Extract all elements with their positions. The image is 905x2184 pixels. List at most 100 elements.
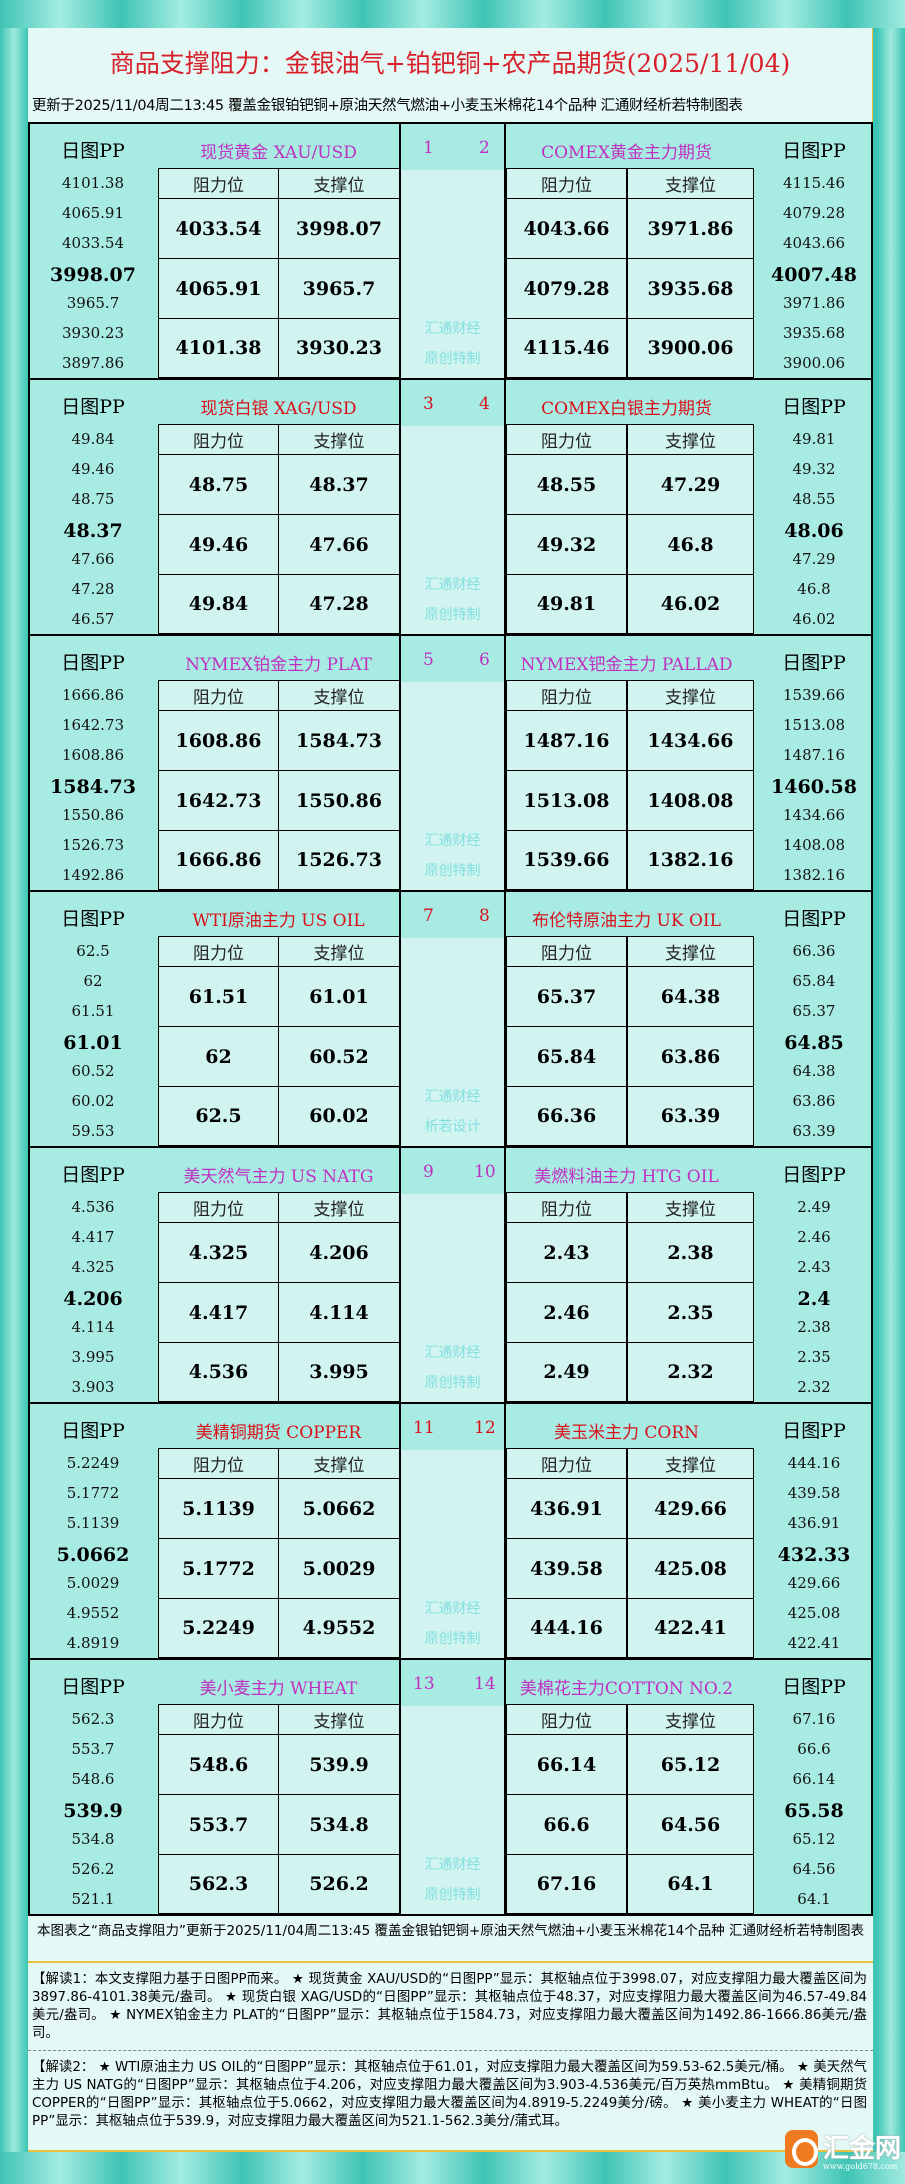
pp-level: 4.417 [71,1228,115,1246]
watermark-text: 汇通财经 [424,1089,481,1105]
pp-level: 3900.06 [782,354,846,372]
resistance-header: 阻力位 [158,168,279,199]
support-value: 46.02 [627,574,754,634]
support-value: 3971.86 [627,198,754,259]
commodity-name: 美棉花主力COTTON NO.2 [519,1679,734,1699]
middle-column: 7 8 汇通财经 析若设计 [399,892,506,1146]
resistance-header: 阻力位 [506,1704,627,1735]
pp-level: 3971.86 [782,294,846,312]
support-value: 534.8 [278,1794,400,1855]
support-header: 支撑位 [627,1704,754,1735]
pp-level: 1642.73 [61,716,125,734]
support-value: 63.86 [627,1026,754,1087]
watermark-text: 汇通财经 [424,321,481,337]
middle-column: 9 10 汇通财经 原创特制 [399,1148,506,1402]
support-value: 47.28 [278,574,400,634]
support-value: 539.9 [278,1734,400,1795]
resistance-value: 66.36 [506,1086,627,1146]
resistance-value: 5.2249 [158,1598,279,1658]
item-number: 1 [423,138,434,158]
pp-level: 1487.16 [782,746,846,764]
resistance-value: 439.58 [506,1538,627,1599]
pp-header: 日图PP [782,652,846,674]
pp-level: 1434.66 [782,806,846,824]
resistance-value: 62 [158,1026,279,1087]
watermark-text: 原创特制 [424,863,481,879]
support-value: 5.0029 [278,1538,400,1599]
commodity-name: 美燃料油主力 HTG OIL [534,1167,719,1187]
middle-header [401,380,504,426]
commodity-name: 美玉米主力 CORN [553,1423,700,1443]
resistance-value: 65.84 [506,1026,627,1087]
support-value: 425.08 [627,1538,754,1599]
support-header: 支撑位 [627,1448,754,1479]
support-value: 65.12 [627,1734,754,1795]
pp-level: 1492.86 [61,866,125,884]
resistance-header: 阻力位 [506,168,627,199]
middle-column: 3 4 汇通财经 原创特制 [399,380,506,634]
resistance-value: 4.325 [158,1222,279,1283]
support-value: 61.01 [278,966,400,1027]
logo-icon [785,2130,818,2168]
pp-level: 66.36 [792,942,836,960]
support-value: 47.66 [278,514,400,575]
pp-header: 日图PP [61,908,125,930]
pp-level: 63.86 [792,1092,836,1110]
support-header: 支撑位 [278,1448,400,1479]
pp-level: 1382.16 [782,866,846,884]
pp-header: 日图PP [782,396,846,418]
pp-level: 65.12 [792,1830,836,1848]
resistance-value: 5.1772 [158,1538,279,1599]
commodity-block: 1 2 汇通财经 原创特制 日图PP 现货黄金 XAU/USD 4101.38 4065.91… [28,122,873,378]
commodity-name: 现货黄金 XAU/USD [200,143,357,163]
pp-level: 422.41 [787,1634,841,1652]
support-value: 1434.66 [627,710,754,771]
watermark-text: 原创特制 [424,1887,481,1903]
resistance-value: 4101.38 [158,318,279,378]
pp-level: 65.84 [792,972,836,990]
pp-level: 46.8 [797,580,831,598]
resistance-header: 阻力位 [506,936,627,967]
pp-level: 3897.86 [61,354,125,372]
commodity-name: 美精铜期货 COPPER [195,1423,362,1443]
item-number: 10 [474,1162,496,1182]
pp-level: 4.8919 [66,1634,120,1652]
support-value: 526.2 [278,1854,400,1914]
pp-level: 562.3 [71,1710,115,1728]
item-number: 7 [423,906,434,926]
pp-level: 64.85 [784,1032,844,1054]
pp-level: 48.37 [63,520,123,542]
resistance-value: 1642.73 [158,770,279,831]
commodity-name: 布伦特原油主力 UK OIL [532,911,721,931]
pp-level: 60.52 [71,1062,115,1080]
support-value: 2.35 [627,1282,754,1343]
support-value: 3930.23 [278,318,400,378]
resistance-value: 553.7 [158,1794,279,1855]
pp-level: 2.46 [797,1228,831,1246]
commodity-block: 5 6 汇通财经 原创特制 日图PP NYMEX铂金主力 PLAT 1666.86 1642.… [28,634,873,890]
pp-level: 59.53 [71,1122,115,1140]
resistance-value: 436.91 [506,1478,627,1539]
support-value: 4.9552 [278,1598,400,1658]
pp-level: 5.0662 [56,1544,130,1566]
resistance-header: 阻力位 [158,1448,279,1479]
interpretation-2: 【解读2： ★ WTI原油主力 US OIL的“日图PP”显示：其枢轴点位于61… [28,2051,873,2152]
pp-level: 4.9552 [66,1604,120,1622]
pp-level: 444.16 [787,1454,841,1472]
pp-header: 日图PP [782,1420,846,1442]
pp-level: 3930.23 [61,324,125,342]
support-value: 1408.08 [627,770,754,831]
commodity-name: NYMEX铂金主力 PLAT [185,655,372,675]
support-value: 1382.16 [627,830,754,890]
pp-level: 3.903 [71,1378,115,1396]
pp-level: 5.2249 [66,1454,120,1472]
item-number: 2 [479,138,490,158]
support-value: 64.38 [627,966,754,1027]
middle-header [401,892,504,938]
support-value: 5.0662 [278,1478,400,1539]
pp-level: 432.33 [777,1544,851,1566]
support-value: 48.37 [278,454,400,515]
pp-level: 4.325 [71,1258,115,1276]
resistance-value: 49.81 [506,574,627,634]
commodity-name: WTI原油主力 US OIL [192,911,365,931]
